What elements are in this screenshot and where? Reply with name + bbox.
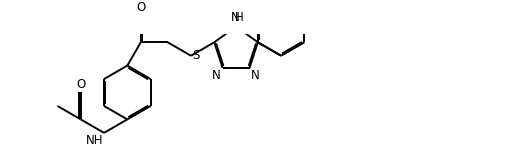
Text: N: N bbox=[282, 0, 291, 1]
Text: N: N bbox=[251, 69, 260, 82]
Text: O: O bbox=[136, 1, 145, 14]
Text: NH: NH bbox=[86, 134, 103, 147]
Text: S: S bbox=[192, 49, 199, 62]
Text: N: N bbox=[212, 69, 221, 82]
Text: N: N bbox=[231, 11, 239, 24]
Text: H: H bbox=[235, 11, 243, 24]
Text: O: O bbox=[76, 78, 85, 91]
